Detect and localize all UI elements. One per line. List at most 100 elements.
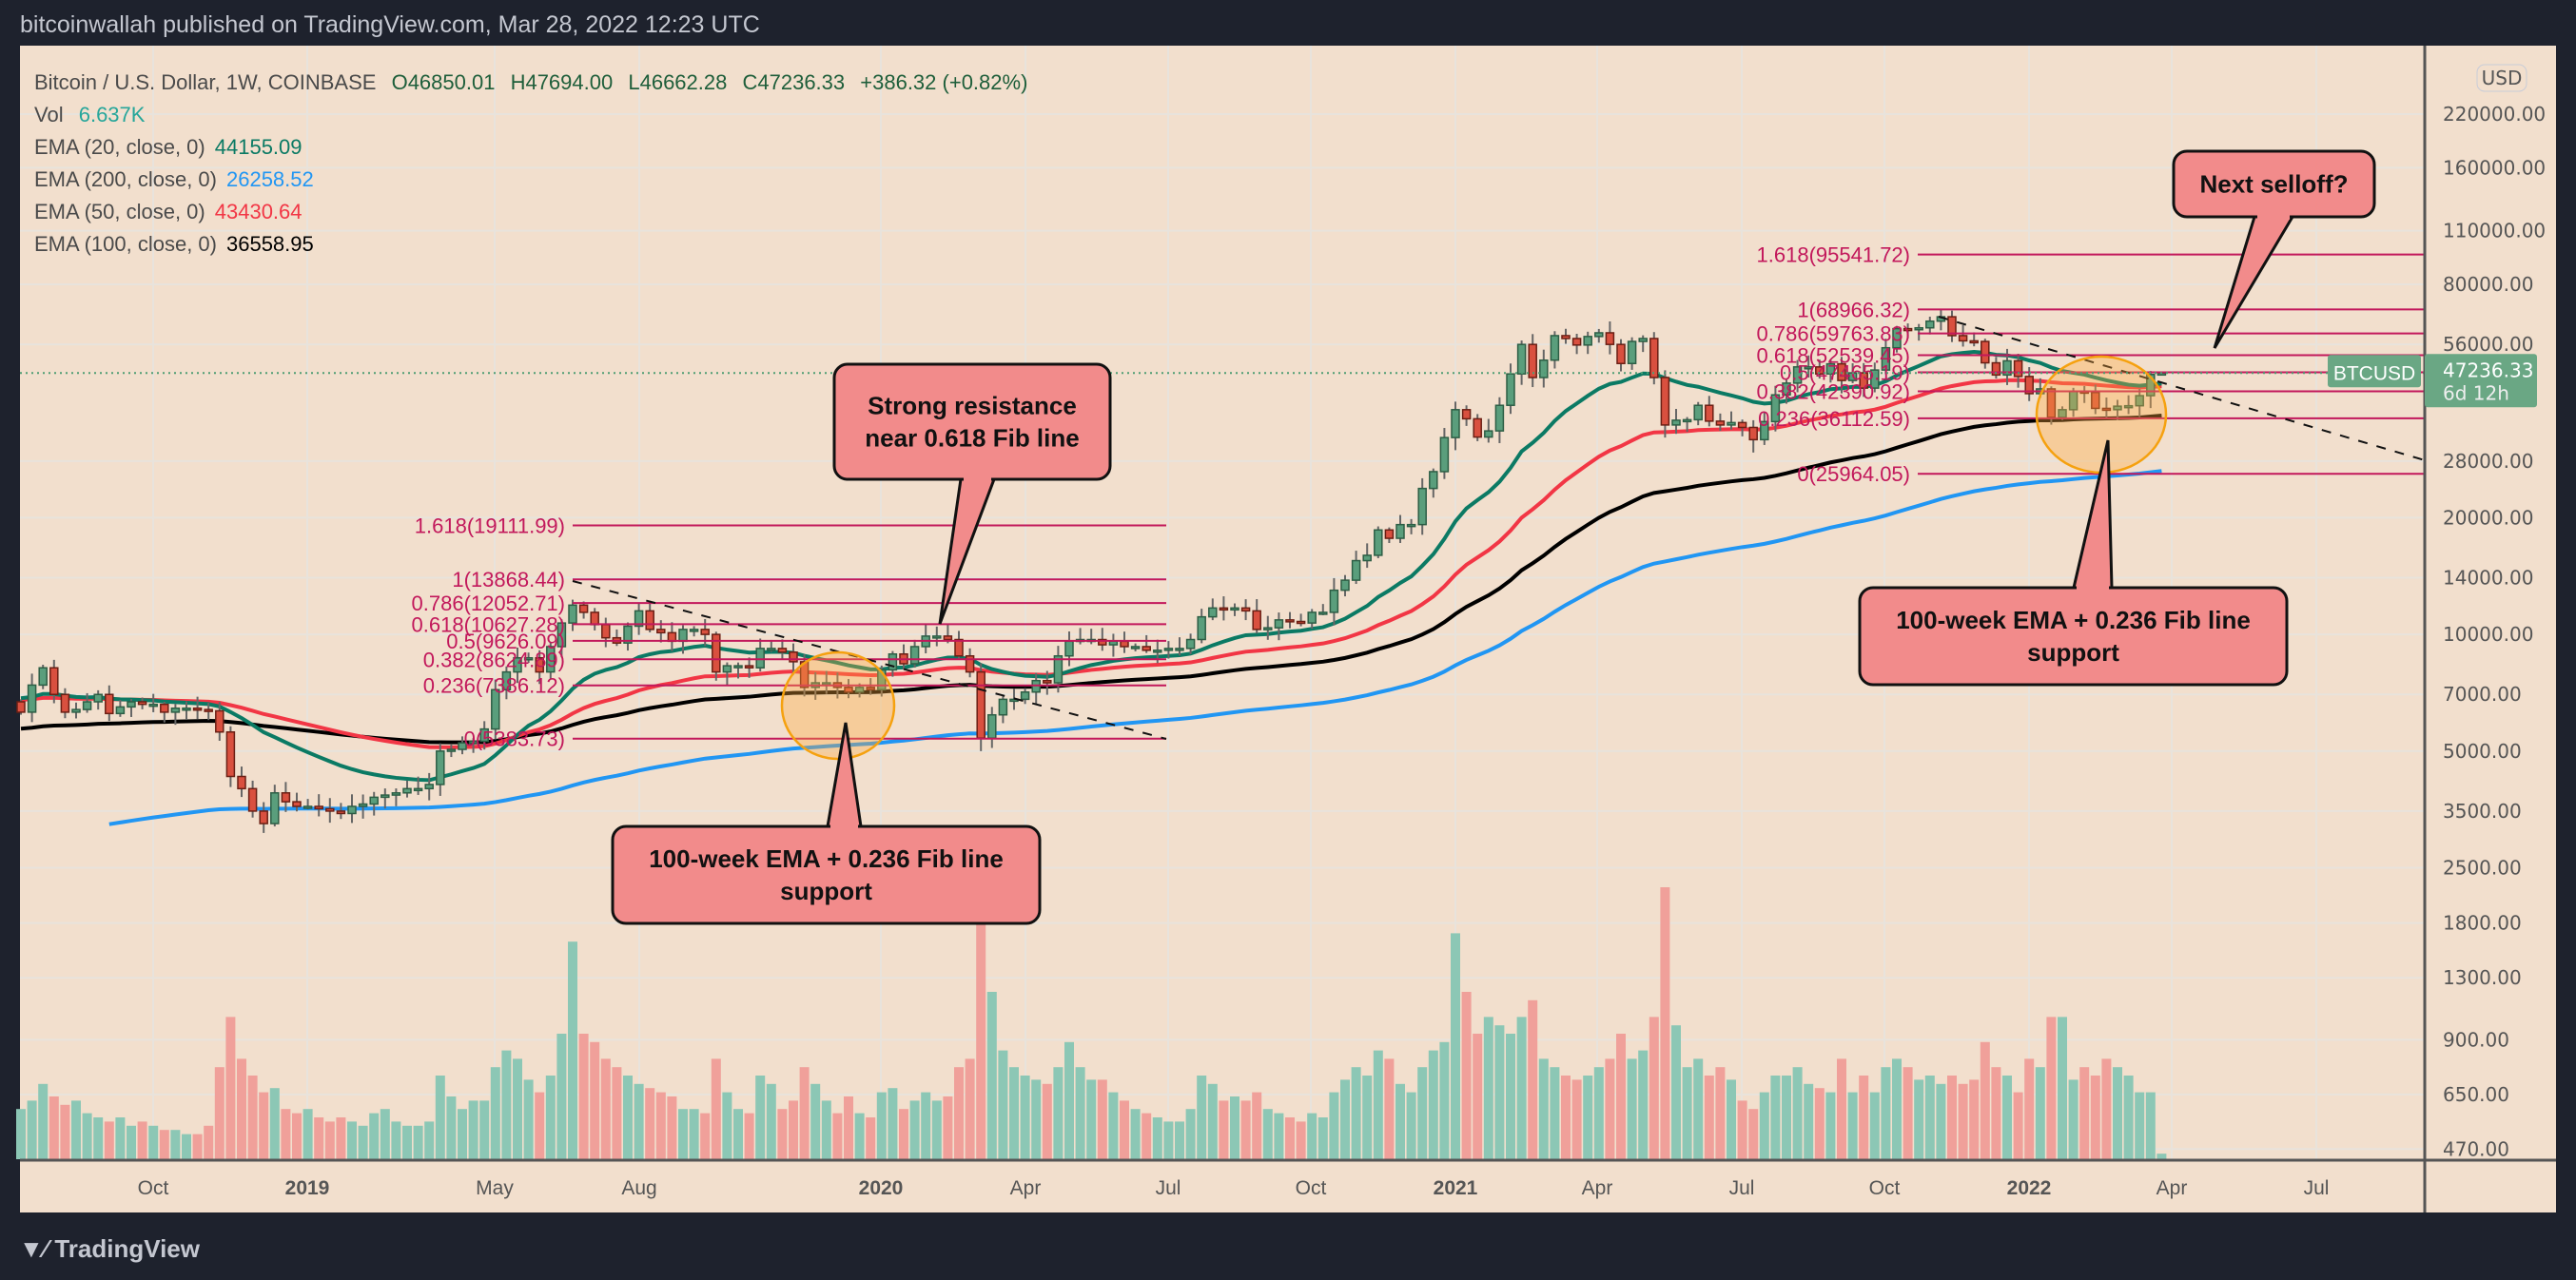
fib-level-label: 1.618(19111.99) <box>415 514 565 537</box>
volume-bar <box>1660 887 1670 1159</box>
candle-down <box>965 654 975 673</box>
volume-bar <box>556 1034 567 1159</box>
candle <box>16 699 26 715</box>
candle-up <box>568 604 577 624</box>
candle <box>369 791 379 816</box>
candle <box>160 701 169 723</box>
volume-bar <box>16 1109 26 1159</box>
tradingview-logo[interactable]: ▼⁄ TradingView <box>19 1234 200 1264</box>
candle <box>148 693 158 712</box>
candle-up <box>1892 327 1902 349</box>
volume-bar <box>1903 1067 1913 1159</box>
candle <box>468 738 478 753</box>
volume-bar <box>324 1121 335 1159</box>
fib-level-label: 1(13868.44) <box>452 568 565 592</box>
ema100-row[interactable]: EMA (100, close, 0) 36558.95 <box>34 228 1037 261</box>
volume-bar <box>590 1041 600 1159</box>
candle-down <box>192 707 203 711</box>
callout-box[interactable] <box>611 824 1042 925</box>
time-tick-label: Jul <box>1156 1177 1181 1199</box>
candle-up <box>1053 654 1064 684</box>
callout-joint <box>2257 214 2290 220</box>
candle <box>115 699 126 717</box>
candle <box>1737 419 1747 436</box>
candle <box>38 665 48 689</box>
volume-bar <box>1207 1083 1218 1159</box>
time-axis[interactable]: Oct 2019 May Aug 2020 Apr Jul Oct 2021 Apr Jul Oct 2… <box>138 1177 2330 1199</box>
volume-bar <box>1219 1100 1229 1159</box>
callout[interactable]: Next selloff? <box>2172 149 2376 349</box>
close-value: C47236.33 <box>742 70 846 94</box>
volume-bar <box>1285 1117 1295 1159</box>
candle-up <box>1340 579 1350 592</box>
callout-box[interactable] <box>832 362 1112 481</box>
candle-down <box>1285 619 1295 623</box>
callout[interactable]: 100-week EMA + 0.236 Fib line support <box>1858 439 2289 687</box>
volume-bar <box>1230 1096 1239 1159</box>
candle-up <box>1627 340 1637 364</box>
volume-bar <box>1296 1121 1306 1159</box>
volume-bar <box>1571 1079 1582 1159</box>
volume-bar <box>1682 1067 1692 1159</box>
volume-bar <box>1737 1100 1747 1159</box>
candle-up <box>1594 332 1604 338</box>
fib-retracement[interactable]: 1.618(95541.72) 1(68966.32)0.786(59763.83… <box>1757 243 2425 487</box>
volume-bar <box>2024 1058 2035 1159</box>
candle <box>1914 323 1923 341</box>
volume-row[interactable]: Vol 6.637K <box>34 99 1037 131</box>
candle-up <box>888 652 898 671</box>
volume-bar <box>1351 1067 1361 1159</box>
candle-up <box>358 803 368 807</box>
volume-bar <box>1483 1017 1493 1159</box>
candle-up <box>755 648 765 669</box>
price-axis[interactable]: USD 220000.00 160000.00 110000.00 80000.00 56… <box>2328 64 2546 1160</box>
candle <box>623 622 633 651</box>
support-circle[interactable] <box>780 650 896 761</box>
price-tick-label: 220000.00 <box>2443 103 2546 126</box>
volume-bar <box>689 1109 699 1159</box>
volume-bar <box>943 1096 953 1159</box>
volume-bar <box>446 1096 457 1159</box>
candle <box>1693 401 1703 426</box>
volume-bar <box>2046 1017 2057 1159</box>
volume-bar <box>866 1117 876 1159</box>
fib-retracement[interactable]: 1.618(19111.99) 1(13868.44)0.786(12052.71… <box>412 514 1166 751</box>
callout[interactable]: Strong resistance near 0.618 Fib line <box>832 362 1112 625</box>
candle-up <box>1914 326 1923 331</box>
symbol-row: Bitcoin / U.S. Dollar, 1W, COINBASE O468… <box>34 67 1037 99</box>
support-circle[interactable] <box>2035 355 2168 475</box>
candle-down <box>1958 335 1968 342</box>
candle-down <box>656 629 666 634</box>
trend-line[interactable] <box>1938 316 2426 461</box>
callout-box[interactable] <box>1858 586 2289 687</box>
volume-bar <box>127 1125 136 1159</box>
symbol-tag-label: BTCUSD <box>2333 362 2415 384</box>
candle-up <box>733 665 743 669</box>
volume-bar <box>1516 1017 1527 1159</box>
candle-down <box>1240 607 1251 612</box>
currency-badge[interactable] <box>2476 64 2527 92</box>
ema50-row[interactable]: EMA (50, close, 0) 43430.64 <box>34 196 1037 228</box>
volume-bar <box>49 1096 59 1159</box>
volume-bar <box>225 1017 236 1159</box>
ema20-row[interactable]: EMA (20, close, 0) 44155.09 <box>34 131 1037 164</box>
volume-bar <box>159 1130 169 1159</box>
candle-down <box>1252 610 1261 630</box>
callout[interactable]: 100-week EMA + 0.236 Fib line support <box>611 722 1042 925</box>
candle <box>1528 334 1537 388</box>
symbol-title[interactable]: Bitcoin / U.S. Dollar, 1W, COINBASE <box>34 70 377 94</box>
callout-text: 100-week EMA + 0.236 Fib line <box>649 844 1004 873</box>
candle <box>1760 412 1769 445</box>
candle-up <box>1153 650 1162 653</box>
candle <box>1925 317 1935 335</box>
candle <box>909 639 920 669</box>
candle-up <box>402 787 412 794</box>
volume-bar <box>600 1058 611 1159</box>
candle <box>523 652 534 663</box>
candle-up <box>1230 607 1239 611</box>
ema200-row[interactable]: EMA (200, close, 0) 26258.52 <box>34 164 1037 196</box>
candle-down <box>866 687 875 691</box>
candle <box>325 798 335 824</box>
volume-bar <box>1362 1076 1373 1159</box>
